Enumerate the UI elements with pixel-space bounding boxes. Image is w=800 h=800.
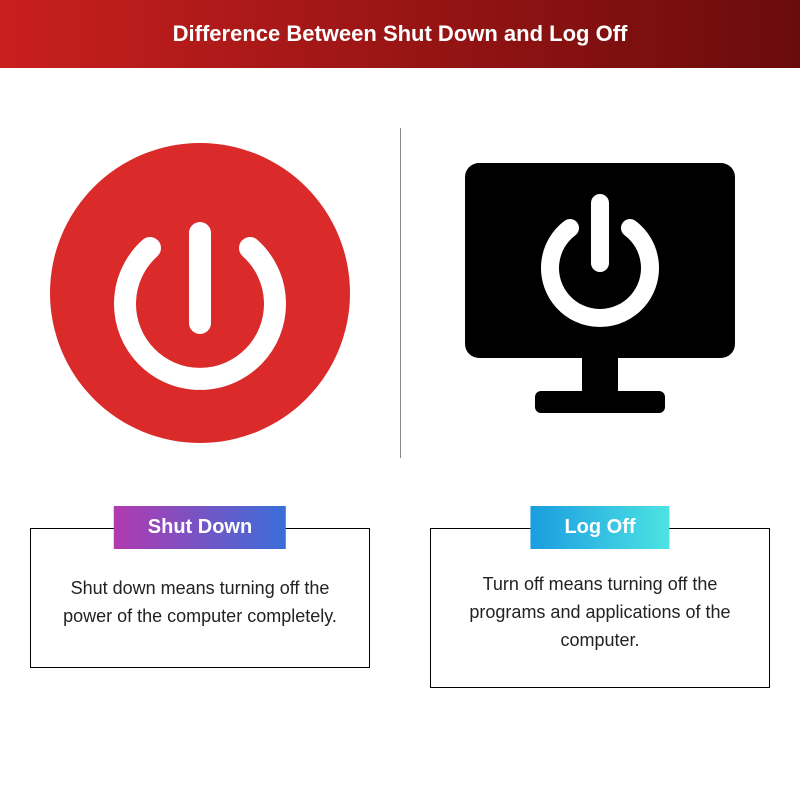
cards-row: Shut Down Shut down means turning off th… [0,528,800,688]
monitor-power-icon [445,153,755,433]
card-label-text: Log Off [564,516,635,538]
card-label-logoff: Log Off [530,506,669,549]
card-box-logoff: Turn off means turning off the programs … [430,528,770,688]
card-label-shutdown: Shut Down [114,506,286,549]
card-shutdown: Shut Down Shut down means turning off th… [30,528,370,688]
page-header: Difference Between Shut Down and Log Off [0,0,800,68]
card-logoff: Log Off Turn off means turning off the p… [430,528,770,688]
vertical-divider [400,128,401,458]
page-title: Difference Between Shut Down and Log Off [173,21,628,47]
card-description: Shut down means turning off the power of… [55,575,345,631]
card-box-shutdown: Shut down means turning off the power of… [30,528,370,668]
icons-row [0,108,800,478]
left-icon-cell [0,108,400,478]
card-label-text: Shut Down [148,516,252,538]
right-icon-cell [400,108,800,478]
power-circle-icon [45,138,355,448]
card-description: Turn off means turning off the programs … [455,571,745,655]
